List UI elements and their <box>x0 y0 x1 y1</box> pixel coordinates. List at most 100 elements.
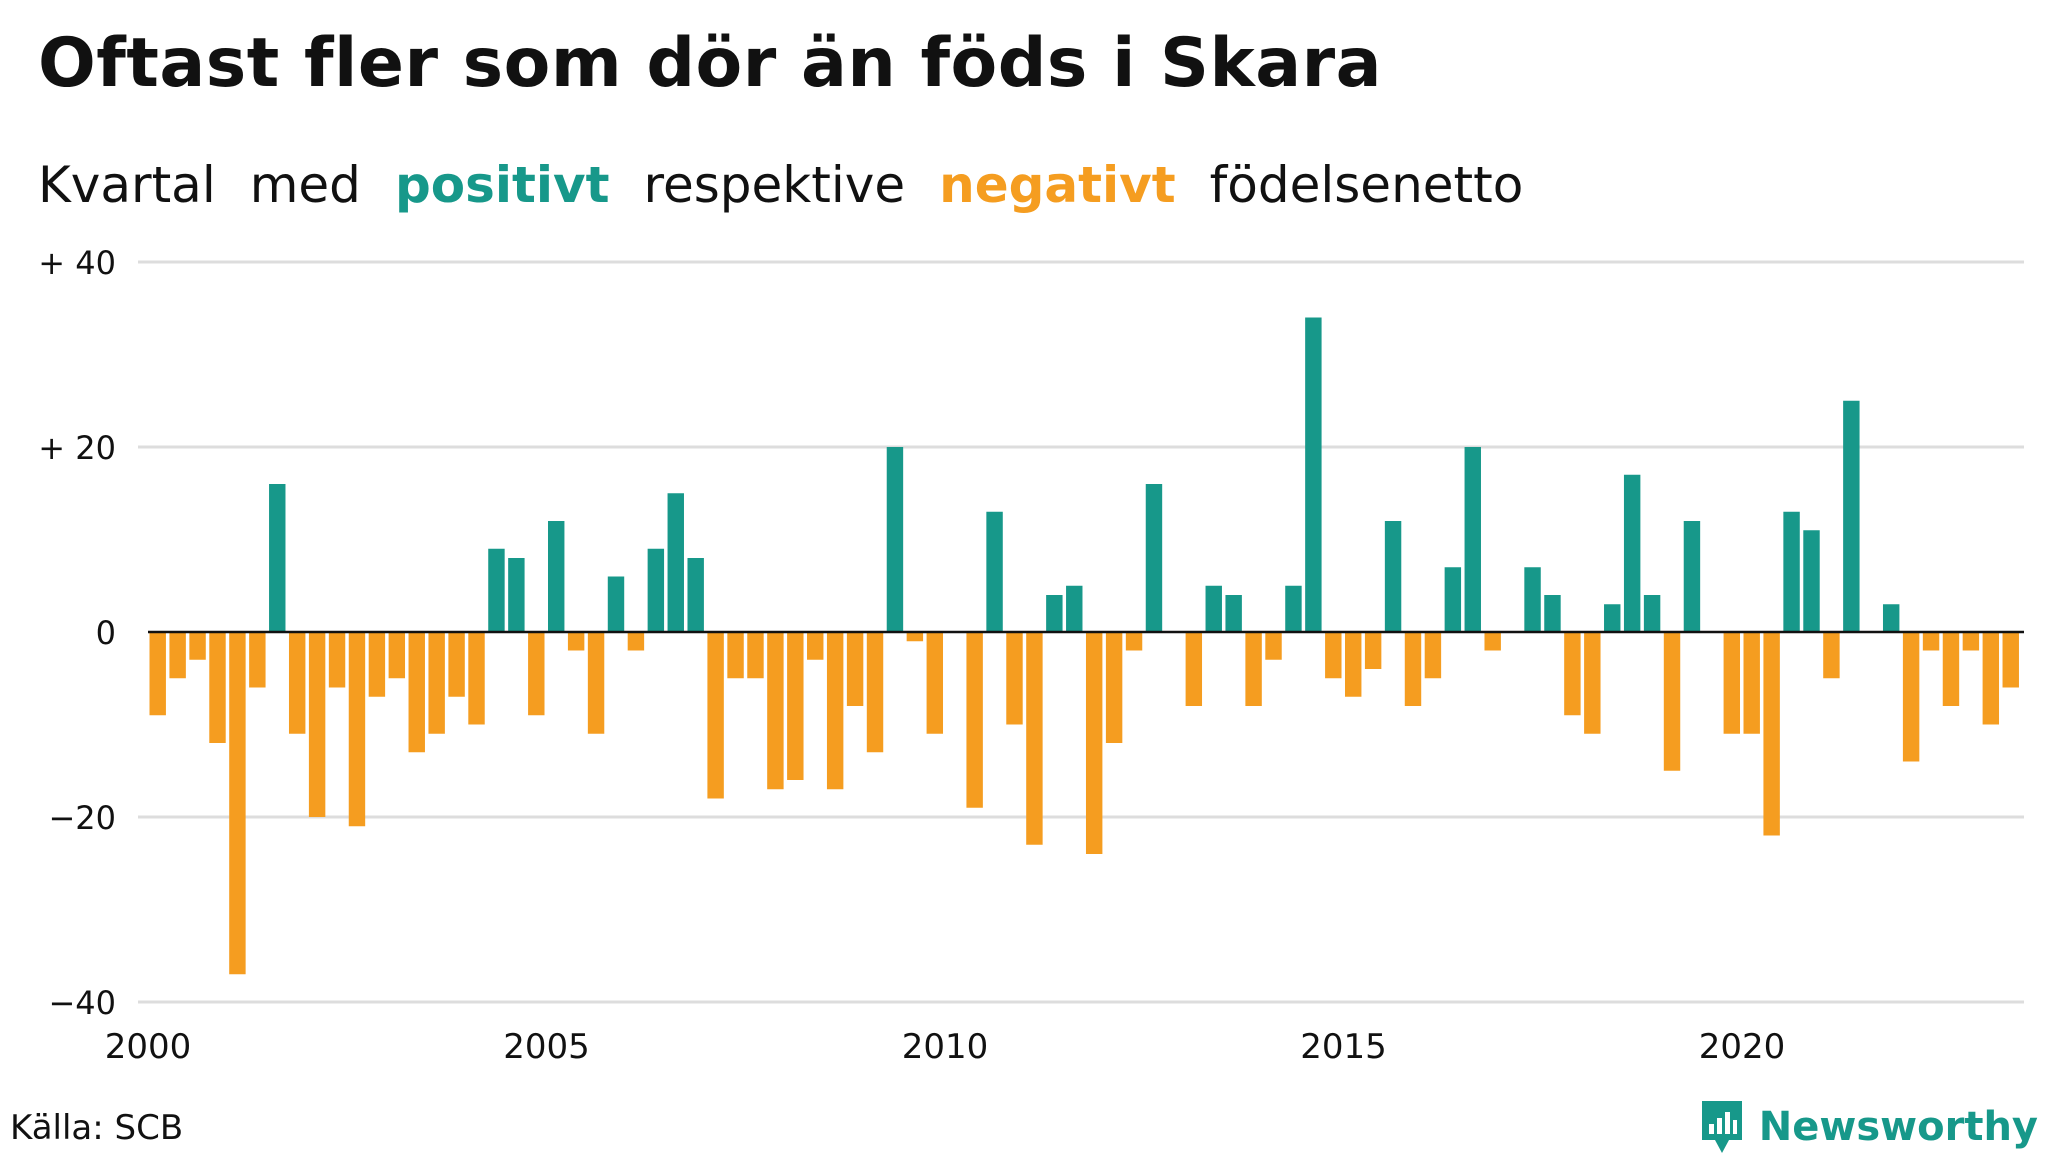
y-tick-label: + 40 <box>38 244 116 282</box>
bar <box>1404 632 1422 706</box>
x-tick-label: 2010 <box>902 1027 989 1067</box>
bar <box>807 632 824 660</box>
subtitle-fodelsenetto: födelsenetto <box>1209 156 1524 214</box>
bar-layer <box>149 317 2019 975</box>
x-tick-label: 2005 <box>503 1027 590 1067</box>
bar <box>1145 484 1163 632</box>
bar <box>448 632 465 697</box>
bar <box>1085 632 1103 854</box>
bar <box>627 632 645 651</box>
bar <box>607 576 625 632</box>
bar <box>826 632 844 790</box>
bar <box>368 632 386 697</box>
bar <box>1245 632 1262 706</box>
bar <box>1265 632 1282 660</box>
grid-layer <box>138 260 2024 1004</box>
bar <box>1723 632 1741 734</box>
bar <box>1305 317 1322 632</box>
x-tick-label: 2020 <box>1699 1027 1786 1067</box>
bar <box>747 632 764 679</box>
bar <box>1803 530 1820 632</box>
bar <box>587 632 605 734</box>
bar <box>1942 632 1960 706</box>
bar <box>1484 632 1501 651</box>
y-axis-ticks: + 40 + 20 0 −20 −40 <box>38 244 116 1022</box>
bar <box>1663 632 1681 771</box>
y-tick-label: −20 <box>48 799 116 837</box>
bar <box>906 632 924 642</box>
bar <box>1444 567 1462 632</box>
newsworthy-logo-icon <box>1701 1101 1742 1153</box>
bar <box>1026 632 1043 845</box>
bar <box>846 632 864 706</box>
bar <box>1225 595 1242 632</box>
bar <box>1643 595 1661 632</box>
subtitle-respektive: respektive <box>643 156 906 214</box>
bar <box>687 558 704 632</box>
x-tick-label: 2015 <box>1300 1027 1387 1067</box>
bar <box>1285 585 1302 632</box>
bar <box>1105 632 1123 743</box>
bar <box>1683 521 1701 632</box>
chart-plot: + 40 + 20 0 −20 −40 2000 2005 2010 2015 2020 <box>38 244 2024 1067</box>
bar <box>727 632 744 679</box>
bar <box>209 632 226 743</box>
bar <box>528 632 545 716</box>
bar <box>348 632 366 827</box>
bar <box>1623 474 1641 632</box>
bar <box>886 447 904 632</box>
bar <box>149 632 166 716</box>
bar <box>468 632 485 725</box>
bar <box>269 484 286 632</box>
bar <box>388 632 406 679</box>
bar <box>229 632 246 975</box>
x-axis-ticks: 2000 2005 2010 2015 2020 <box>105 1027 1786 1067</box>
bar <box>1046 595 1063 632</box>
bar <box>1604 604 1621 632</box>
bar <box>707 632 724 799</box>
bar <box>308 632 326 817</box>
y-tick-label: −40 <box>48 984 116 1022</box>
subtitle-positive-label: positivt <box>394 156 610 214</box>
bar <box>408 632 425 753</box>
bar <box>548 521 565 632</box>
brand-logo: Newsworthy <box>1699 1098 2038 1156</box>
bar <box>1205 585 1222 632</box>
bar <box>1384 521 1402 632</box>
bar <box>2002 632 2019 688</box>
bar <box>1843 400 1860 632</box>
bar <box>1185 632 1203 706</box>
bar <box>866 632 884 753</box>
bar <box>1364 632 1382 669</box>
bar <box>1325 632 1342 679</box>
bar <box>1743 632 1760 734</box>
chart-title: Oftast fler som dör än föds i Skara <box>38 24 1383 103</box>
bar <box>1982 632 2000 725</box>
bar <box>1962 632 1980 651</box>
bar <box>787 632 804 780</box>
bar <box>169 632 186 679</box>
bar <box>1424 632 1442 679</box>
bar <box>767 632 784 790</box>
bar <box>1125 632 1143 651</box>
bar <box>1524 567 1541 632</box>
bar <box>1345 632 1362 697</box>
bar <box>986 511 1003 632</box>
y-tick-label: + 20 <box>38 429 116 467</box>
bar <box>1584 632 1601 734</box>
source-label: Källa: SCB <box>10 1108 184 1148</box>
bar <box>1006 632 1023 725</box>
bar <box>1544 595 1561 632</box>
y-tick-label: 0 <box>96 614 116 652</box>
subtitle-med: med <box>249 156 361 214</box>
bar <box>508 558 525 632</box>
bar <box>249 632 266 688</box>
bar <box>1564 632 1581 716</box>
bar <box>1902 632 1920 762</box>
bar <box>667 493 684 632</box>
bar <box>1783 511 1800 632</box>
bar <box>1882 604 1900 632</box>
bar <box>647 548 665 632</box>
chart-subtitle: Kvartal med positivt respektive negativt föde… <box>38 156 1557 214</box>
subtitle-kvartal: Kvartal <box>38 156 216 214</box>
